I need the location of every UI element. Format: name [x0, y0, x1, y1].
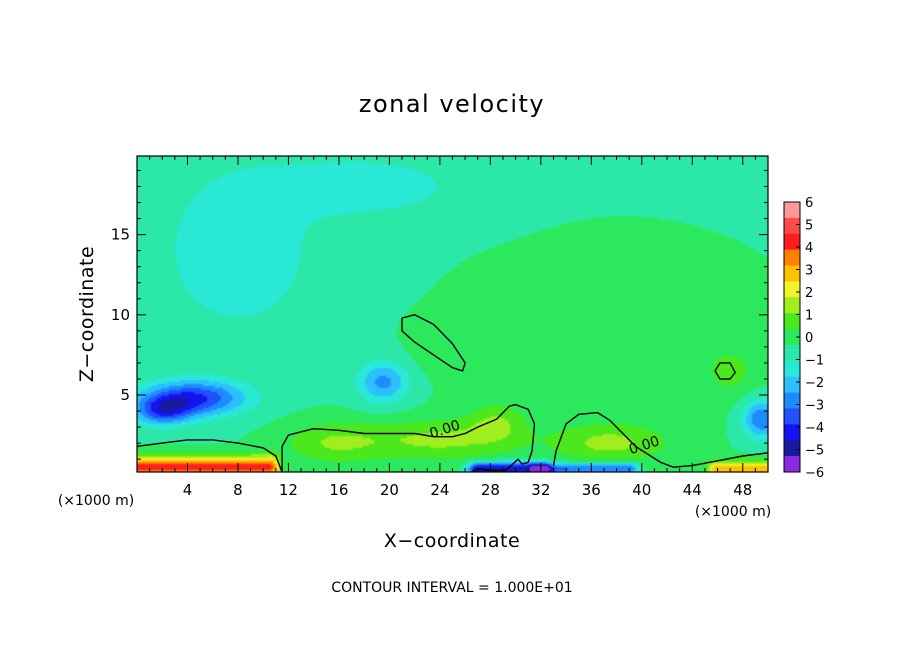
x-unit-left: (×1000 m) — [58, 493, 134, 509]
colorbar-label: −2 — [805, 376, 824, 391]
contour-lines — [137, 314, 768, 472]
contour-line-1 — [281, 403, 536, 472]
colorbar-label: −3 — [805, 399, 824, 414]
colorbar-swatch — [784, 281, 800, 298]
colorbar-label: −4 — [805, 421, 824, 436]
x-tick-label: 28 — [481, 481, 500, 499]
colorbar-label: −6 — [805, 466, 824, 481]
x-tick-label: 4 — [183, 481, 193, 499]
y-tick-label: 10 — [111, 306, 130, 324]
colorbar-swatch — [784, 202, 800, 219]
colorbar-swatch — [784, 313, 800, 330]
colorbar-label: 6 — [805, 196, 813, 211]
heatmap-image — [137, 156, 768, 472]
colorbar-swatch — [784, 392, 800, 409]
x-tick-label: 24 — [430, 481, 449, 499]
colorbar-label: 3 — [805, 264, 813, 279]
y-tick-label: 15 — [111, 226, 130, 244]
colorbar-swatch — [784, 329, 800, 346]
y-axis-ticks: 5 10 15 — [111, 169, 768, 460]
contour-interval-caption: CONTOUR INTERVAL = 1.000E+01 — [331, 580, 572, 596]
y-tick-label: 5 — [120, 386, 130, 404]
colorbar-swatch — [784, 233, 800, 250]
colorbar-label: 2 — [805, 286, 813, 301]
plot-area — [137, 156, 768, 472]
contour-line-2 — [552, 411, 768, 468]
x-axis-ticks: 4 8 12 16 20 24 28 32 36 40 44 48 — [149, 156, 756, 499]
colorbar-swatch — [784, 360, 800, 378]
colorbar-swatch — [784, 376, 800, 393]
contour-line-3 — [401, 314, 466, 372]
x-axis-label: X−coordinate — [384, 530, 520, 552]
colorbar-swatch — [784, 297, 800, 314]
colorbar-swatch — [784, 408, 800, 425]
colorbar-label: 5 — [805, 219, 813, 234]
x-unit-right: (×1000 m) — [695, 504, 771, 520]
colorbar-swatch — [784, 456, 800, 473]
contour-line-4 — [714, 362, 736, 380]
colorbar-swatch — [784, 265, 800, 282]
colorbar-swatch — [784, 424, 800, 441]
chart-title: zonal velocity — [359, 90, 545, 118]
colorbar-label: −1 — [805, 354, 824, 369]
colorbar-swatch — [784, 249, 800, 266]
y-axis-label: Z−coordinate — [76, 246, 98, 382]
colorbar-swatch — [784, 217, 800, 235]
x-tick-label: 12 — [279, 481, 298, 499]
colorbar-swatch — [784, 440, 800, 457]
x-tick-label: 36 — [582, 481, 601, 499]
x-tick-label: 8 — [233, 481, 243, 499]
x-tick-label: 16 — [329, 481, 348, 499]
colorbar-label: 0 — [805, 331, 813, 346]
colorbar-swatch — [784, 344, 800, 362]
colorbar-label: 4 — [805, 241, 813, 256]
colorbar-label: 1 — [805, 309, 813, 324]
x-tick-label: 48 — [733, 481, 752, 499]
colorbar: 6 5 4 3 2 1 0 −1 −2 −3 −4 −5 −6 — [783, 196, 824, 481]
x-tick-label: 40 — [632, 481, 651, 499]
colorbar-label: −5 — [805, 444, 824, 459]
contour-line-0 — [137, 439, 283, 472]
x-tick-label: 20 — [380, 481, 399, 499]
x-tick-label: 32 — [531, 481, 550, 499]
x-tick-label: 44 — [683, 481, 702, 499]
